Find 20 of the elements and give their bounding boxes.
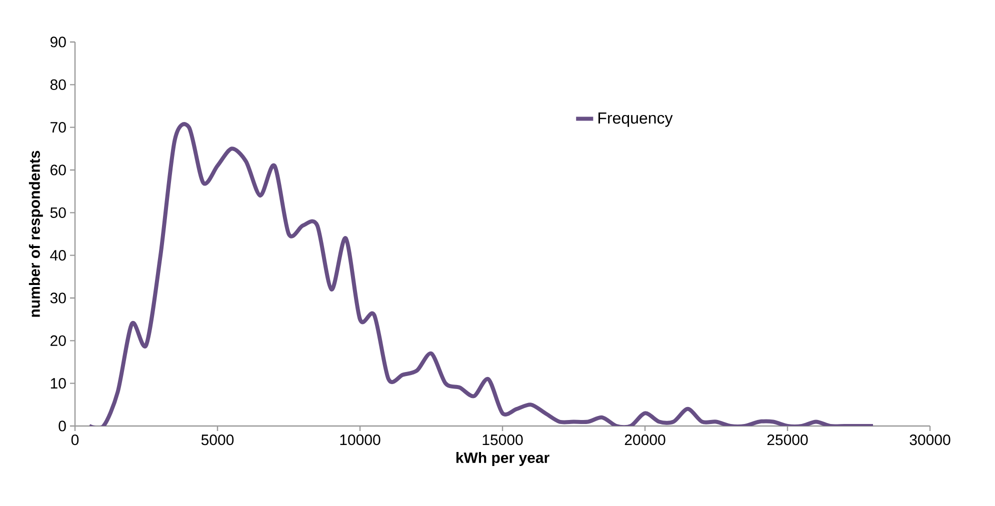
x-tick-label: 5000 [201, 434, 234, 446]
y-tick-label: 50 [50, 207, 66, 218]
x-tick-label: 15000 [482, 434, 523, 446]
x-axis-title: kWh per year [456, 452, 550, 466]
y-axis-title: number of respondents [28, 150, 43, 317]
y-tick-label: 60 [50, 164, 66, 176]
x-tick-label: 20000 [624, 434, 666, 446]
y-tick-label: 70 [50, 122, 66, 133]
x-tick-label: 0 [71, 434, 79, 446]
y-tick-label: 10 [50, 378, 66, 389]
x-tick-label: 10000 [340, 434, 380, 446]
y-tick-label: 90 [50, 36, 66, 48]
y-tick-label: 40 [50, 250, 66, 261]
legend-label: Frequency [598, 112, 673, 127]
y-tick-label: 20 [50, 335, 66, 346]
y-tick-label: 30 [50, 292, 66, 304]
x-tick-label: 25000 [767, 434, 808, 446]
y-tick-label: 0 [58, 420, 66, 432]
x-tick-label: 30000 [910, 434, 950, 446]
y-tick-label: 80 [50, 79, 66, 90]
